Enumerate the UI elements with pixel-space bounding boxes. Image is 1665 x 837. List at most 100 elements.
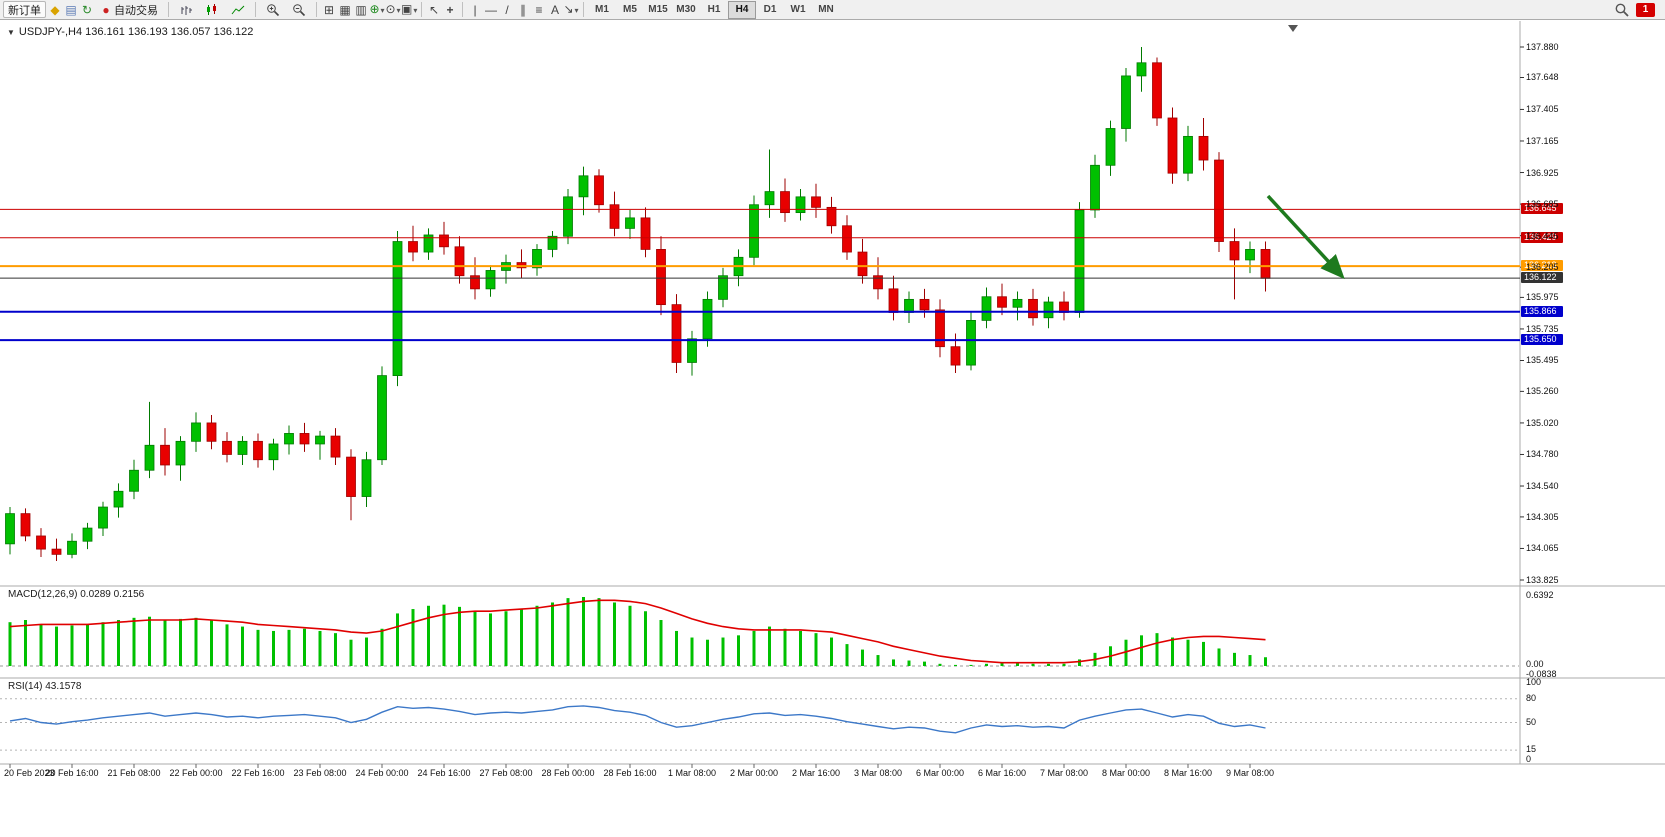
bear-candle [826, 206, 837, 227]
macd-histogram-bar [458, 606, 461, 666]
bull-candle [175, 440, 186, 466]
macd-histogram-bar [938, 663, 942, 666]
timeframe-m1[interactable]: M1 [595, 4, 609, 15]
bull-candle [237, 440, 248, 455]
macd-histogram-bar [690, 637, 694, 666]
cursor-icon[interactable]: ↖ [428, 2, 440, 17]
bar-chart-button[interactable] [174, 0, 198, 19]
macd-histogram-bar [892, 659, 895, 666]
bear-candle [51, 548, 62, 555]
bear-candle [780, 191, 790, 214]
macd-histogram-bar [613, 602, 616, 666]
text-tool-icon[interactable]: A [550, 2, 559, 17]
chart-shift-marker[interactable] [1288, 25, 1298, 32]
charts-window-icon[interactable]: ▤ [65, 2, 77, 17]
bull-candle [1012, 298, 1023, 308]
vertical-line-tool-icon[interactable]: | [473, 2, 477, 17]
macd-histogram-bar [1202, 641, 1205, 666]
template-icon[interactable]: ▣▾ [401, 1, 418, 16]
macd-histogram-bar [489, 613, 492, 666]
zoom-in-button[interactable] [261, 0, 285, 19]
timeframe-m15[interactable]: M15 [648, 4, 668, 15]
timeframe-d1[interactable]: D1 [763, 4, 777, 15]
macd-histogram-bar [210, 620, 213, 666]
timeframe-mn[interactable]: MN [818, 4, 834, 15]
macd-histogram-bar [721, 637, 725, 666]
timeframe-h1[interactable]: H1 [707, 4, 721, 15]
main-toolbar: 新订单 ◆ ▤ ↻ ● 自动交易 ⊞ ▦ ▥ ⊕▾ ⊙▾ ▣▾ ↖ + | — … [0, 0, 1665, 20]
search-icon[interactable] [1614, 2, 1630, 18]
auto-trading-button[interactable]: ● 自动交易 [96, 1, 163, 18]
macd-histogram-bar [380, 628, 384, 666]
macd-histogram-bar [70, 625, 74, 666]
tile-windows-icon[interactable]: ⊞ [323, 2, 335, 17]
period-clock-icon[interactable]: ⊙▾ [385, 1, 401, 16]
add-indicator-icon[interactable]: ⊕▾ [369, 1, 385, 16]
macd-histogram-bar [8, 622, 12, 666]
macd-histogram-bar [768, 626, 771, 666]
line-chart-button[interactable] [226, 0, 250, 19]
toolbar-separator [583, 2, 584, 17]
timeframe-m30[interactable]: M30 [676, 4, 696, 15]
zoom-in-icon [267, 3, 280, 16]
macd-histogram-bar [1264, 657, 1267, 666]
macd-histogram-bar [799, 630, 802, 666]
macd-histogram-bar [194, 617, 198, 666]
macd-histogram-bar [752, 630, 756, 666]
macd-histogram-bar [1233, 652, 1236, 666]
macd-signal-line [9, 599, 1266, 664]
trendline-tool-icon[interactable]: / [505, 2, 509, 17]
horizontal-line-tool-icon[interactable]: — [485, 2, 497, 17]
toolbar-separator [316, 2, 317, 17]
macd-histogram-bar [1078, 659, 1081, 666]
candlestick-button[interactable] [200, 0, 224, 19]
macd-histogram-bar [845, 644, 849, 666]
bull-candle [284, 433, 294, 445]
bull-candle [5, 513, 15, 545]
macd-histogram-bar [287, 629, 291, 666]
macd-histogram-bar [132, 617, 136, 666]
zoom-out-button[interactable] [287, 0, 311, 19]
fibonacci-tool-icon[interactable]: ≡ [535, 2, 543, 17]
bull-candle [1121, 75, 1131, 129]
arrows-tool-icon[interactable]: ↘▾ [563, 1, 579, 16]
bear-candle [950, 346, 961, 366]
arrange-windows-icon[interactable]: ▥ [355, 2, 367, 17]
bear-candle [1229, 241, 1240, 261]
timeframe-m5[interactable]: M5 [623, 4, 637, 15]
channel-tool-icon[interactable]: ∥ [520, 2, 526, 17]
bull-candle [82, 527, 93, 542]
trend-arrow-annotation[interactable] [1266, 194, 1345, 280]
macd-histogram-bar [814, 633, 818, 666]
macd-histogram-bar [1031, 663, 1035, 666]
timeframe-h4[interactable]: H4 [728, 0, 756, 19]
seal-icon[interactable]: ◆ [50, 2, 60, 17]
refresh-icon[interactable]: ↻ [81, 2, 93, 17]
bear-candle [997, 296, 1007, 308]
auto-trading-label: 自动交易 [114, 4, 158, 17]
new-order-button[interactable]: 新订单 [3, 1, 46, 18]
notification-badge[interactable]: 1 [1636, 2, 1655, 17]
crosshair-icon[interactable]: + [446, 2, 454, 17]
bull-candle [1245, 249, 1255, 261]
cascade-windows-icon[interactable]: ▦ [339, 2, 351, 17]
bull-candle [764, 191, 775, 206]
macd-histogram-bar [272, 630, 275, 666]
macd-histogram-bar [86, 624, 89, 666]
bear-candle [299, 433, 310, 445]
bull-candle [795, 196, 806, 214]
macd-histogram-bar [442, 604, 446, 666]
bear-candle [20, 513, 31, 537]
bear-candle [842, 225, 852, 253]
macd-histogram-bar [349, 639, 353, 666]
bear-candle [330, 435, 341, 458]
timeframe-w1[interactable]: W1 [790, 4, 806, 15]
macd-histogram-bar [907, 660, 911, 666]
macd-histogram-bar [365, 637, 368, 666]
macd-histogram-bar [1186, 639, 1190, 666]
bull-candle [625, 217, 635, 229]
macd-histogram-bar [427, 605, 430, 666]
bear-candle [671, 304, 682, 363]
bear-candle [1198, 135, 1209, 161]
